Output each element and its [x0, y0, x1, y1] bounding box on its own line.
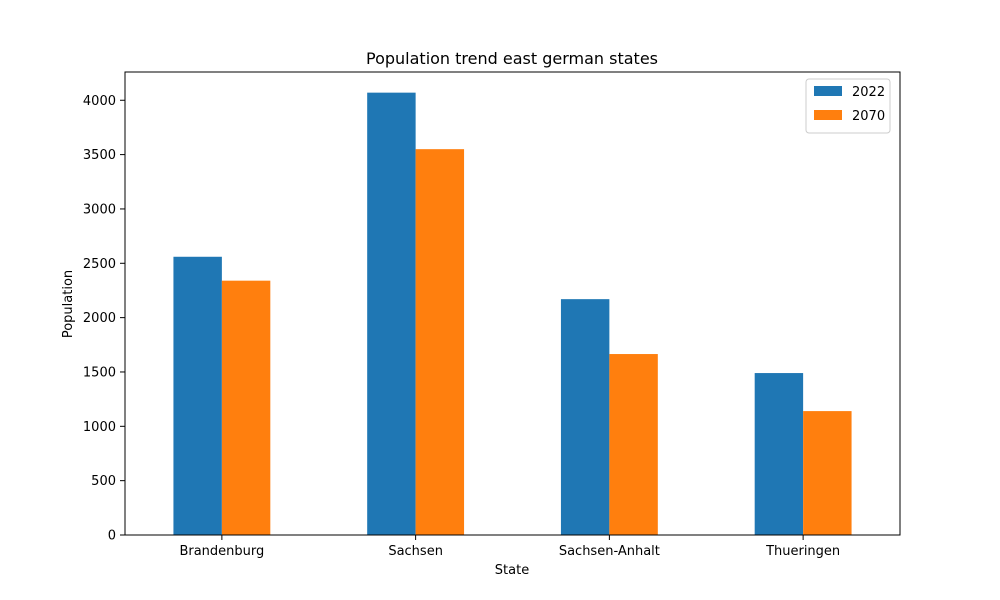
bars-layer: [173, 92, 852, 535]
legend: 2022 2070: [805, 78, 891, 134]
legend-label-2022: 2022: [852, 85, 885, 100]
bar-thueringen-2070: [803, 411, 852, 535]
bar-sachsen-2070: [415, 149, 465, 535]
y-tick-label: 2500: [83, 257, 116, 272]
x-axis-label: State: [495, 563, 529, 578]
legend-swatch-2022: [814, 86, 842, 96]
y-tick-label: 0: [108, 529, 116, 544]
chart-title: Population trend east german states: [366, 49, 658, 68]
bar-thueringen-2022: [754, 373, 804, 535]
y-tick-label: 3000: [83, 202, 116, 217]
x-tick-label: Thueringen: [765, 544, 840, 559]
y-tick-label: 2000: [83, 311, 116, 326]
legend-swatch-2070: [814, 110, 842, 120]
bar-brandenburg-2022: [173, 256, 222, 535]
bar-brandenburg-2070: [221, 280, 271, 535]
y-axis-label: Population: [61, 270, 76, 338]
y-tick-label: 1500: [83, 365, 116, 380]
y-tick-label: 500: [91, 474, 116, 489]
legend-label-2070: 2070: [852, 109, 885, 124]
y-tick-label: 3500: [83, 148, 116, 163]
axes-layer: 0 500 1000 1500 2000 2500 3000 3500 4000 Brandenb…: [83, 71, 901, 559]
x-tick-label: Sachsen-Anhalt: [559, 544, 660, 559]
plot-frame: [124, 71, 901, 536]
bar-sachsen-2022: [367, 92, 416, 535]
y-tick-label: 4000: [83, 94, 116, 109]
y-tick-label: 1000: [83, 420, 116, 435]
bar-sachsen-anhalt-2070: [609, 354, 658, 535]
bar-sachsen-anhalt-2022: [560, 299, 610, 535]
x-tick-label: Brandenburg: [179, 544, 264, 559]
x-tick-label: Sachsen: [388, 544, 443, 559]
